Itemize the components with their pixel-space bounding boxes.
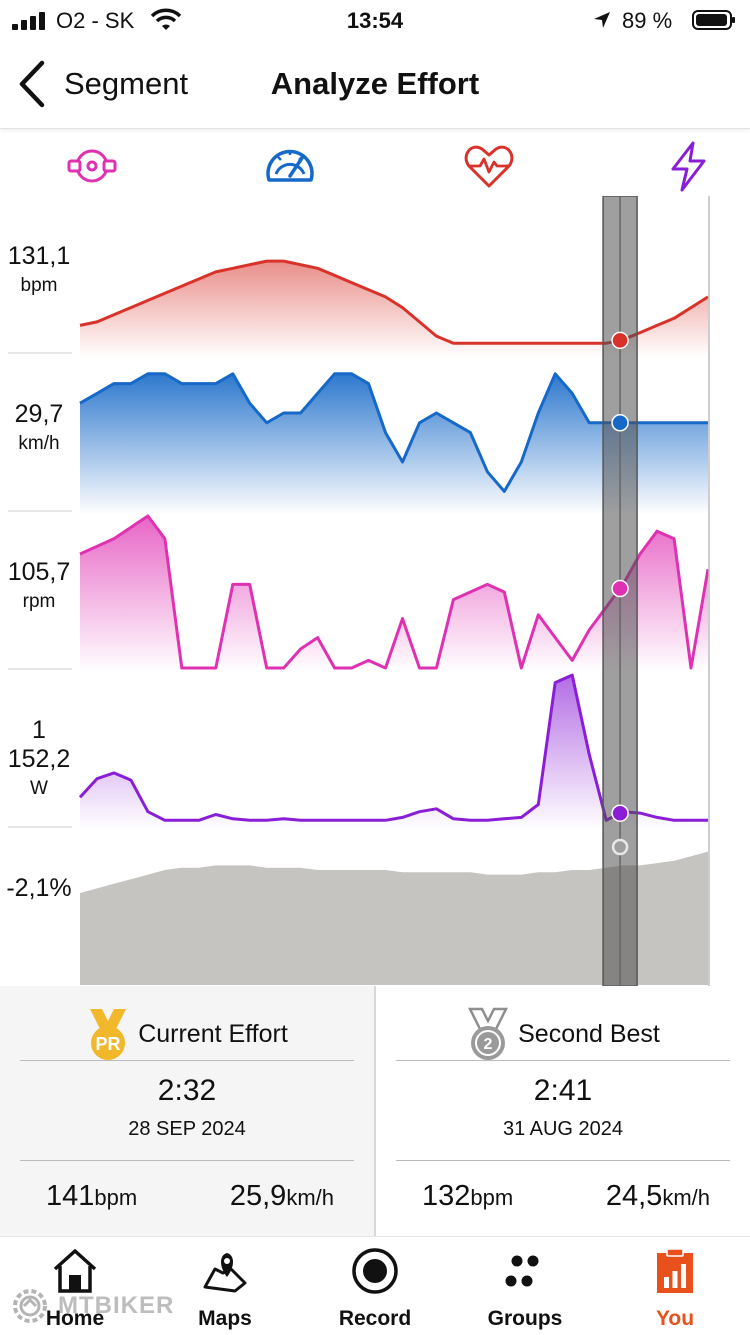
elevation-area xyxy=(80,851,708,985)
second-best-time: 2:41 xyxy=(533,1074,593,1107)
tab-record[interactable]: Record xyxy=(300,1237,450,1335)
tab-groups[interactable]: Groups xyxy=(450,1237,600,1335)
mtbiker-watermark: MTBIKER xyxy=(10,1286,190,1328)
divider xyxy=(396,1160,730,1161)
second-best-label: Second Best xyxy=(518,1019,660,1048)
power-unit: W xyxy=(30,778,48,799)
tab-you-label: You xyxy=(655,1307,695,1330)
silver-medal-icon: 2 xyxy=(468,1007,509,1060)
tab-record-label: Record xyxy=(338,1307,412,1330)
power-cursor-dot xyxy=(611,804,629,822)
speed-cursor-dot xyxy=(611,414,629,432)
carrier-name: O2 - SK xyxy=(56,8,135,33)
power-icon[interactable] xyxy=(662,140,714,192)
effort-summary: PR Current Effort 2:32 28 SEP 2024 141bp… xyxy=(0,986,750,1236)
pr-badge-text: PR xyxy=(96,1034,121,1054)
battery-icon xyxy=(692,10,735,30)
current-effort-card[interactable]: PR Current Effort 2:32 28 SEP 2024 141bp… xyxy=(0,986,374,1236)
cadence-readout: 105,7 rpm xyxy=(0,558,78,613)
tab-you[interactable]: You xyxy=(600,1237,750,1335)
cadence-cursor-dot xyxy=(611,579,629,598)
heart-rate-icon[interactable] xyxy=(463,140,515,192)
effort-chart[interactable]: 131,1 bpm 29,7 km/h 105,7 rpm 1 152,2 W … xyxy=(0,196,750,986)
wifi-icon xyxy=(150,8,182,30)
tab-groups-label: Groups xyxy=(487,1307,563,1330)
tab-bar: Home Maps Record Groups You xyxy=(0,1236,750,1335)
heart-rate-value: 131,1 xyxy=(7,242,71,270)
record-icon xyxy=(352,1248,398,1294)
chart-clipboard-icon xyxy=(657,1248,693,1293)
back-button[interactable]: Segment xyxy=(14,54,214,114)
battery-percent: 89 % xyxy=(622,8,673,33)
column-divider xyxy=(374,986,376,1236)
cadence-value: 105,7 xyxy=(7,558,71,586)
divider xyxy=(20,1160,354,1161)
speedometer-icon[interactable] xyxy=(264,140,316,192)
back-label: Segment xyxy=(64,66,189,101)
home-icon xyxy=(53,1249,97,1293)
status-bar: O2 - SK 13:54 89 % xyxy=(0,0,750,42)
power-value: 1 152,2 xyxy=(7,716,71,773)
heart-rate-readout: 131,1 bpm xyxy=(0,242,78,297)
second-heart-rate: 132bpm xyxy=(422,1180,514,1212)
heart-rate-unit: bpm xyxy=(20,275,58,296)
gear-logo-icon xyxy=(13,1289,47,1323)
speed-area xyxy=(80,373,708,515)
elevation-cursor-dot xyxy=(611,838,629,856)
chart-canvas[interactable] xyxy=(0,196,750,986)
current-speed: 25,9km/h xyxy=(229,1180,334,1212)
tab-home[interactable]: Home xyxy=(0,1237,150,1335)
second-best-card[interactable]: 2 Second Best 2:41 31 AUG 2024 132bpm 24… xyxy=(376,986,750,1236)
speed-unit: km/h xyxy=(18,433,60,454)
signal-icon xyxy=(12,12,50,30)
speed-readout: 29,7 km/h xyxy=(0,400,78,455)
groups-icon xyxy=(505,1255,539,1287)
power-readout: 1 152,2 W xyxy=(0,716,78,800)
divider xyxy=(396,1060,730,1061)
current-heart-rate: 141bpm xyxy=(46,1180,138,1212)
location-arrow-icon xyxy=(594,12,610,28)
current-effort-label: Current Effort xyxy=(138,1019,288,1048)
heart-rate-area xyxy=(80,261,708,358)
current-effort-time: 2:32 xyxy=(157,1074,217,1107)
current-effort-date: 28 SEP 2024 xyxy=(128,1118,246,1140)
cadence-icon[interactable] xyxy=(66,140,118,192)
grade-readout: -2,1% xyxy=(0,874,78,903)
cadence-unit: rpm xyxy=(22,591,56,612)
tab-maps-label: Maps xyxy=(198,1307,252,1330)
metric-icon-row xyxy=(0,134,750,194)
second-best-date: 31 AUG 2024 xyxy=(502,1118,624,1140)
speed-value: 29,7 xyxy=(14,400,64,428)
tab-maps[interactable]: Maps xyxy=(150,1237,300,1335)
tab-home-label: Home xyxy=(45,1307,105,1330)
divider xyxy=(20,1060,354,1061)
grade-value: -2,1% xyxy=(6,874,72,902)
navigation-bar: Segment Analyze Effort xyxy=(0,42,750,129)
second-badge-text: 2 xyxy=(484,1036,493,1053)
page-title: Analyze Effort xyxy=(270,66,480,101)
pr-medal-icon: PR xyxy=(90,1009,127,1060)
second-speed: 24,5km/h xyxy=(605,1180,710,1212)
status-time: 13:54 xyxy=(346,8,404,33)
map-icon xyxy=(203,1253,247,1293)
heart-rate-cursor-dot xyxy=(611,331,629,350)
chevron-left-icon xyxy=(19,60,45,108)
watermark-text: MTBIKER xyxy=(58,1292,175,1319)
